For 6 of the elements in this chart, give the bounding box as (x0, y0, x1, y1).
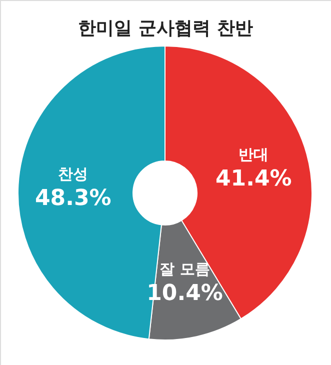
chart-title: 한미일 군사협력 찬반 (78, 18, 253, 39)
data-label: 48.3% (34, 186, 112, 211)
slice-label: 찬성 (58, 164, 88, 183)
data-label: 41.4% (215, 166, 292, 192)
slice-label: 잘 모름 (160, 260, 210, 278)
slice-label: 반대 (238, 145, 269, 164)
